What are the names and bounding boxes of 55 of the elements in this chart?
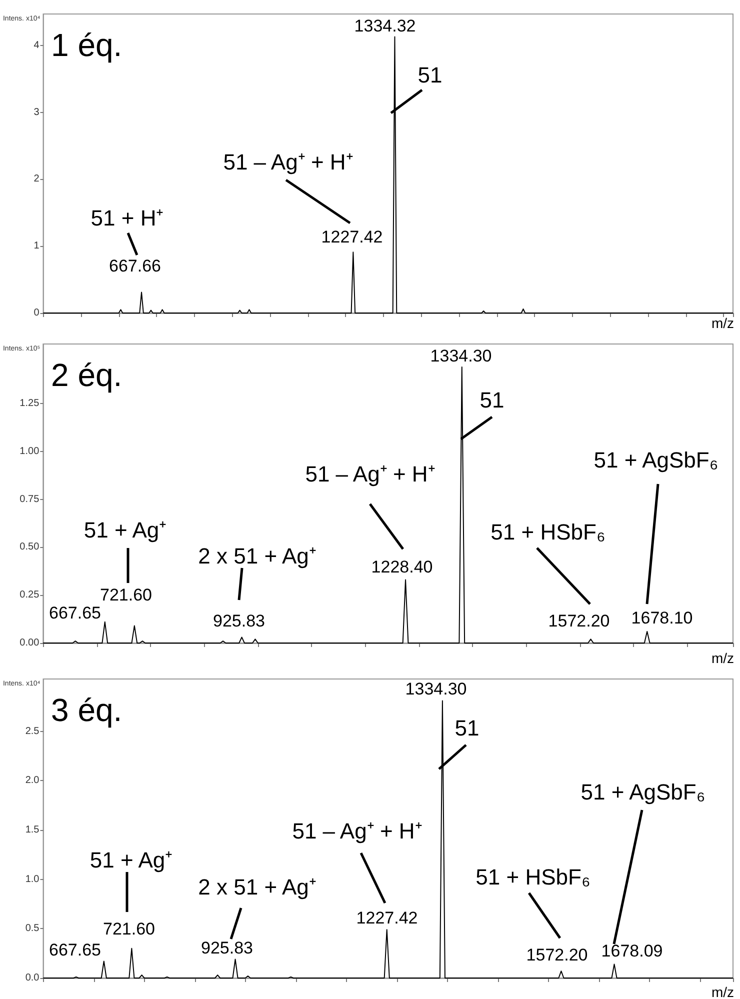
- annotation: 1334.30: [430, 346, 492, 366]
- annotation: 1678.10: [631, 608, 693, 628]
- y-tick-label: 0.0: [25, 972, 40, 984]
- chart-title: 1 éq.: [51, 27, 122, 63]
- y-tick-label: 1: [34, 240, 40, 252]
- annotation: 1227.42: [321, 228, 383, 246]
- annotation: 1572.20: [526, 946, 588, 964]
- annotation: 1572.20: [548, 612, 610, 630]
- annotation: 51 – Ag⁺ + H⁺: [223, 150, 353, 174]
- annotation: 51: [454, 716, 480, 740]
- x-axis-title: m/z: [711, 650, 734, 666]
- annotation: 51 + Ag⁺: [90, 848, 172, 872]
- chart-title: 2 éq.: [51, 357, 122, 393]
- y-tick-label: 2: [34, 174, 40, 185]
- y-tick-label: 0: [34, 308, 40, 318]
- annotation: 1228.40: [371, 558, 433, 576]
- y-tick-label: 2.5: [25, 726, 40, 737]
- annotation: 925.83: [201, 938, 253, 958]
- y-tick-label: 1.25: [20, 398, 40, 409]
- annotation: 51 + AgSbF₆: [580, 780, 706, 804]
- y-tick-label: 0.25: [20, 590, 40, 601]
- annotation: 1334.30: [405, 680, 467, 698]
- annotation: 1678.09: [601, 942, 663, 960]
- y-tick-label: 0.00: [20, 638, 40, 648]
- annotation: 667.66: [109, 256, 161, 276]
- chart-title: 3 éq.: [51, 692, 122, 728]
- annotation: 2 x 51 + Ag⁺: [198, 874, 316, 900]
- y-tick-label: 0.5: [25, 923, 40, 934]
- annotation: 51 + Ag⁺: [84, 518, 166, 542]
- annotation: 667.65: [49, 940, 101, 960]
- y-tick-label: 1.5: [25, 824, 40, 836]
- x-axis-title: m/z: [711, 984, 734, 999]
- annotation: 51 – Ag⁺ + H⁺: [292, 818, 422, 844]
- y-tick-label: 0.50: [20, 542, 40, 553]
- annotation: 1227.42: [356, 908, 418, 928]
- y-tick-label: 2.0: [25, 775, 40, 786]
- annotation: 1334.32: [354, 16, 416, 36]
- y-tick-label: 3: [34, 106, 40, 118]
- annotation: 51 + H⁺: [90, 206, 164, 230]
- annotation: 2 x 51 + Ag⁺: [198, 544, 316, 568]
- y-tick-label: 0.75: [20, 494, 40, 505]
- annotation: 51: [480, 388, 504, 412]
- annotation: 721.60: [100, 586, 152, 604]
- annotation: 925.83: [213, 612, 265, 630]
- annotation: 667.65: [49, 604, 101, 622]
- y-tick-label: 4: [34, 40, 40, 51]
- y-tick-label: 1.00: [20, 446, 40, 457]
- x-axis-title: m/z: [711, 315, 734, 331]
- annotation: 51 + HSbF₆: [476, 864, 590, 890]
- annotation: 51: [418, 62, 442, 88]
- annotation: 51 – Ag⁺ + H⁺: [305, 462, 435, 486]
- annotation: 51 + HSbF₆: [490, 520, 606, 544]
- y-tick-label: 1.0: [25, 874, 40, 885]
- annotation: 721.60: [103, 920, 155, 938]
- annotation: 51 + AgSbF₆: [594, 448, 718, 472]
